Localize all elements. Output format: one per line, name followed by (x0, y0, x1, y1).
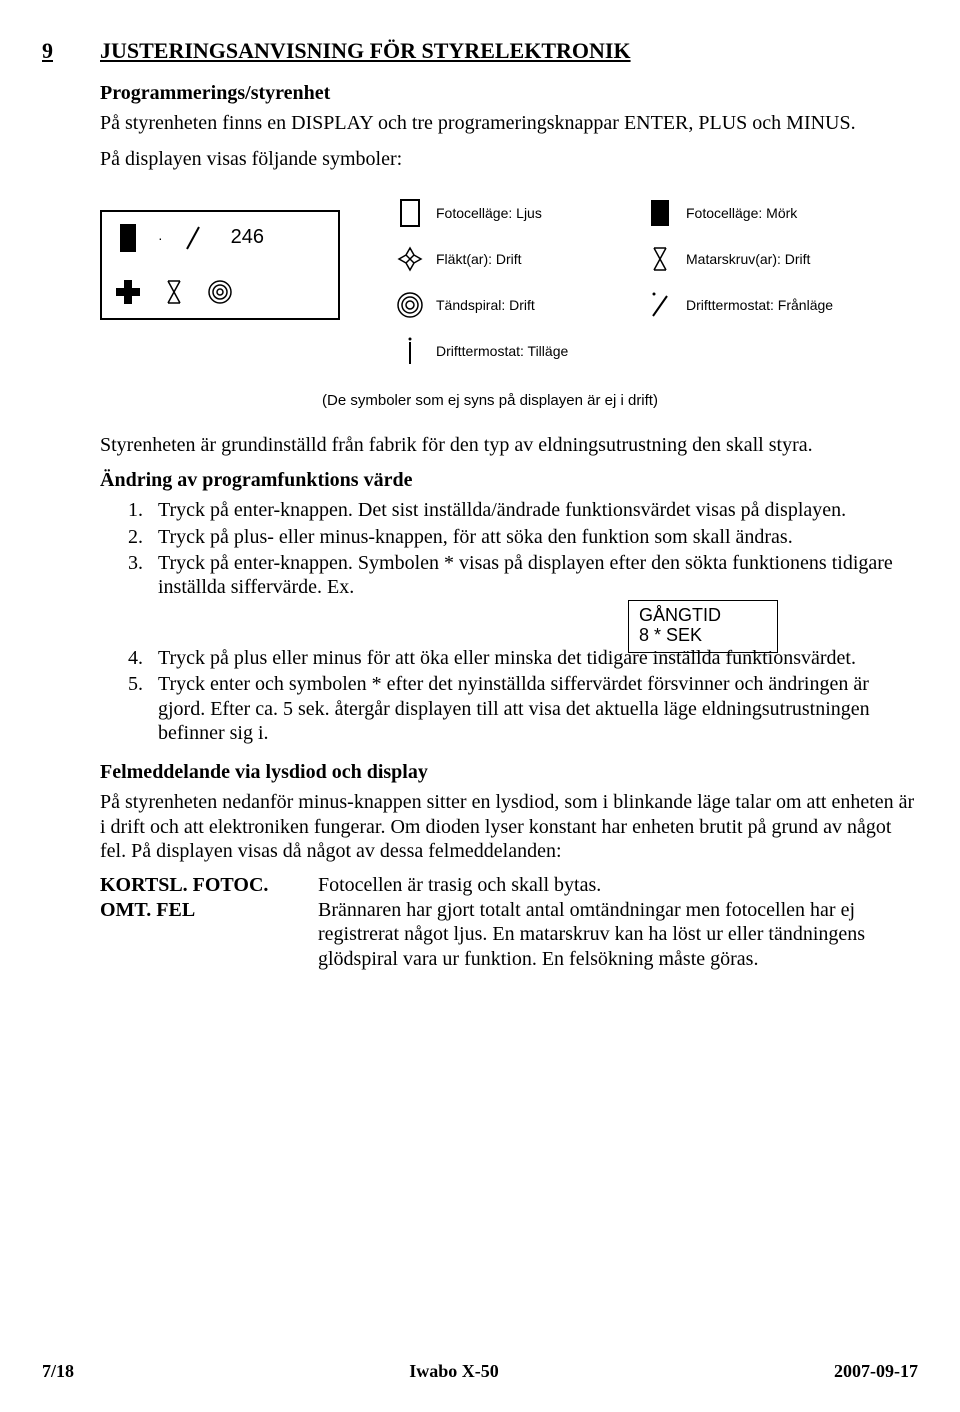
subhead-programming: Programmerings/styrenhet (100, 82, 918, 105)
bar-icon (112, 222, 144, 254)
example-box: GÅNGTID 8 * SEK (628, 600, 778, 653)
steps-list: Tryck på enter-knappen. Det sist inställ… (100, 498, 918, 600)
slash-dot-icon (644, 289, 676, 321)
sym-label: Fläkt(ar): Drift (436, 251, 522, 267)
sym-label: Tändspiral: Drift (436, 297, 535, 313)
subhead-change: Ändring av programfunktions värde (100, 469, 918, 492)
light-rect-icon (394, 197, 426, 229)
sym-label: Drifttermostat: Frånläge (686, 297, 833, 313)
fan-icon (394, 243, 426, 275)
error-table: KORTSL. FOTOC. Fotocellen är trasig och … (100, 873, 918, 971)
step-item: Tryck på enter-knappen. Det sist inställ… (148, 498, 918, 522)
section-title: JUSTERINGSANVISNING FÖR STYRELEKTRONIK (100, 38, 918, 64)
sym-label: Matarskruv(ar): Drift (686, 251, 810, 267)
cross-icon (112, 276, 144, 308)
error-desc: Brännaren har gjort totalt antal omtändn… (318, 898, 918, 971)
coil-icon (394, 289, 426, 321)
step-item: Tryck på enter-knappen. Symbolen * visas… (148, 551, 918, 600)
vline-dot-icon (394, 335, 426, 367)
slash-icon (177, 222, 209, 254)
example-line1: GÅNGTID (639, 605, 767, 626)
hourglass-small-icon (158, 276, 190, 308)
subhead-error: Felmeddelande via lysdiod och display (100, 761, 918, 784)
feeder-icon (644, 243, 676, 275)
sym-label: Fotocelläge: Mörk (686, 205, 797, 221)
section-number: 9 (42, 38, 53, 64)
footer-center: Iwabo X-50 (409, 1361, 499, 1382)
error-code: KORTSL. FOTOC. (100, 873, 310, 897)
step-item: Tryck enter och symbolen * efter det nyi… (148, 672, 918, 745)
step-item: Tryck på plus- eller minus-knappen, för … (148, 525, 918, 549)
intro-p2: På displayen visas följande symboler: (100, 147, 918, 171)
step-item: Tryck på plus eller minus för att öka el… (148, 646, 918, 670)
intro-p1: På styrenheten finns en DISPLAY och tre … (100, 111, 918, 135)
sym-label: Drifttermostat: Tilläge (436, 343, 568, 359)
footer-right: 2007-09-17 (834, 1361, 918, 1382)
footer-left: 7/18 (42, 1361, 74, 1382)
dark-rect-icon (644, 197, 676, 229)
steps-list-2: Tryck på plus eller minus för att öka el… (100, 646, 918, 746)
example-line2: 8 * SEK (639, 625, 767, 646)
page-footer: 7/18 Iwabo X-50 2007-09-17 (42, 1361, 918, 1382)
display-number: 246 (231, 226, 264, 249)
after-diagram-p: Styrenheten är grundinställd från fabrik… (100, 433, 918, 457)
error-intro-p: På styrenheten nedanför minus-knappen si… (100, 790, 918, 863)
circles-small-icon (204, 276, 236, 308)
error-desc: Fotocellen är trasig och skall bytas. (318, 873, 918, 897)
page: 9 JUSTERINGSANVISNING FÖR STYRELEKTRONIK… (0, 0, 960, 1412)
sym-label: Fotocelläge: Ljus (436, 205, 542, 221)
display-box: · 246 (100, 210, 340, 320)
symbol-diagram: · 246 (100, 190, 880, 409)
error-code: OMT. FEL (100, 898, 310, 971)
diagram-note: (De symboler som ej syns på displayen är… (100, 392, 880, 409)
